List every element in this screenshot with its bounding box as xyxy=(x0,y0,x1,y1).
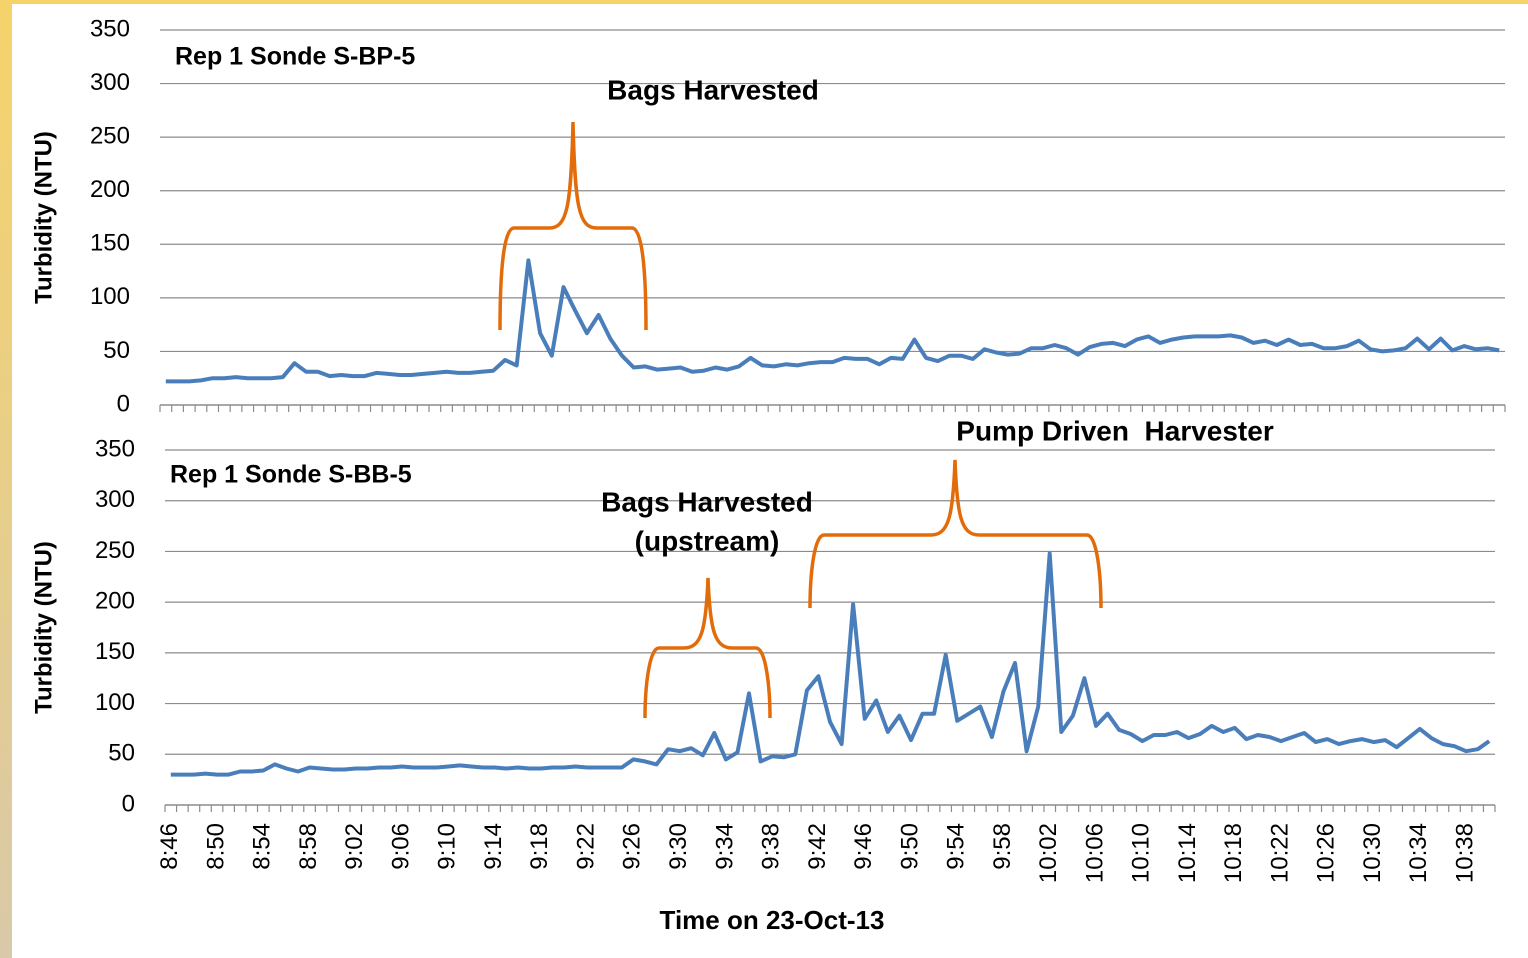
data-line xyxy=(165,258,1500,384)
y-tick-label: 350 xyxy=(90,15,130,42)
x-tick-label: 8:50 xyxy=(202,823,229,870)
annotation: (upstream) xyxy=(635,525,780,556)
x-tick-label: 9:22 xyxy=(572,823,599,870)
x-tick-label: 8:46 xyxy=(156,823,183,870)
bracket xyxy=(808,459,1103,609)
y-tick-label: 250 xyxy=(95,537,135,564)
y-tick-label: 0 xyxy=(122,790,135,817)
x-tick-label: 10:18 xyxy=(1220,823,1247,883)
x-tick-label: 9:46 xyxy=(850,823,877,870)
x-axis-label: Time on 23-Oct-13 xyxy=(660,905,885,935)
x-tick-label: 10:10 xyxy=(1128,823,1155,883)
x-tick-label: 10:06 xyxy=(1081,823,1108,883)
x-tick-label: 9:42 xyxy=(804,823,831,870)
annotation: Pump Driven Harvester xyxy=(956,415,1274,446)
x-tick-label: 9:06 xyxy=(387,823,414,870)
data-line xyxy=(170,551,1491,777)
y-tick-label: 0 xyxy=(117,390,130,417)
y-tick-label: 200 xyxy=(95,587,135,614)
x-tick-label: 9:26 xyxy=(619,823,646,870)
y-tick-label: 50 xyxy=(108,740,135,767)
x-tick-label: 8:58 xyxy=(295,823,322,870)
annotation: Bags Harvested xyxy=(601,486,813,517)
annotation: Bags Harvested xyxy=(607,74,819,105)
x-tick-label: 8:54 xyxy=(249,823,276,870)
x-tick-label: 10:14 xyxy=(1174,823,1201,883)
x-tick-label: 10:26 xyxy=(1313,823,1340,883)
x-tick-label: 9:50 xyxy=(896,823,923,870)
y-tick-label: 100 xyxy=(90,283,130,310)
x-tick-label: 9:18 xyxy=(526,823,553,870)
y-tick-label: 250 xyxy=(90,122,130,149)
bracket xyxy=(498,121,648,331)
x-tick-label: 10:22 xyxy=(1266,823,1293,883)
x-tick-label: 9:34 xyxy=(711,823,738,870)
y-tick-label: 200 xyxy=(90,176,130,203)
x-tick-label: 10:34 xyxy=(1405,823,1432,883)
panel-title: Rep 1 Sonde S-BP-5 xyxy=(175,43,415,71)
y-tick-label: 100 xyxy=(95,689,135,716)
bracket xyxy=(643,577,772,719)
x-tick-label: 10:02 xyxy=(1035,823,1062,883)
x-tick-label: 9:54 xyxy=(943,823,970,870)
x-tick-label: 9:30 xyxy=(665,823,692,870)
y-tick-label: 300 xyxy=(90,69,130,96)
x-tick-label: 9:02 xyxy=(341,823,368,870)
x-tick-label: 10:30 xyxy=(1359,823,1386,883)
y-tick-label: 150 xyxy=(95,638,135,665)
panel xyxy=(12,4,1528,958)
y-tick-label: 150 xyxy=(90,230,130,257)
y-axis-label: Turbidity (NTU) xyxy=(30,131,57,304)
y-tick-label: 300 xyxy=(95,486,135,513)
panel-title: Rep 1 Sonde S-BB-5 xyxy=(170,461,412,489)
y-axis-label: Turbidity (NTU) xyxy=(30,541,57,714)
y-tick-label: 350 xyxy=(95,435,135,462)
x-tick-label: 9:58 xyxy=(989,823,1016,870)
y-tick-label: 50 xyxy=(103,337,130,364)
x-tick-label: 9:38 xyxy=(758,823,785,870)
x-tick-label: 9:14 xyxy=(480,823,507,870)
x-tick-label: 9:10 xyxy=(434,823,461,870)
x-tick-label: 10:38 xyxy=(1451,823,1478,883)
